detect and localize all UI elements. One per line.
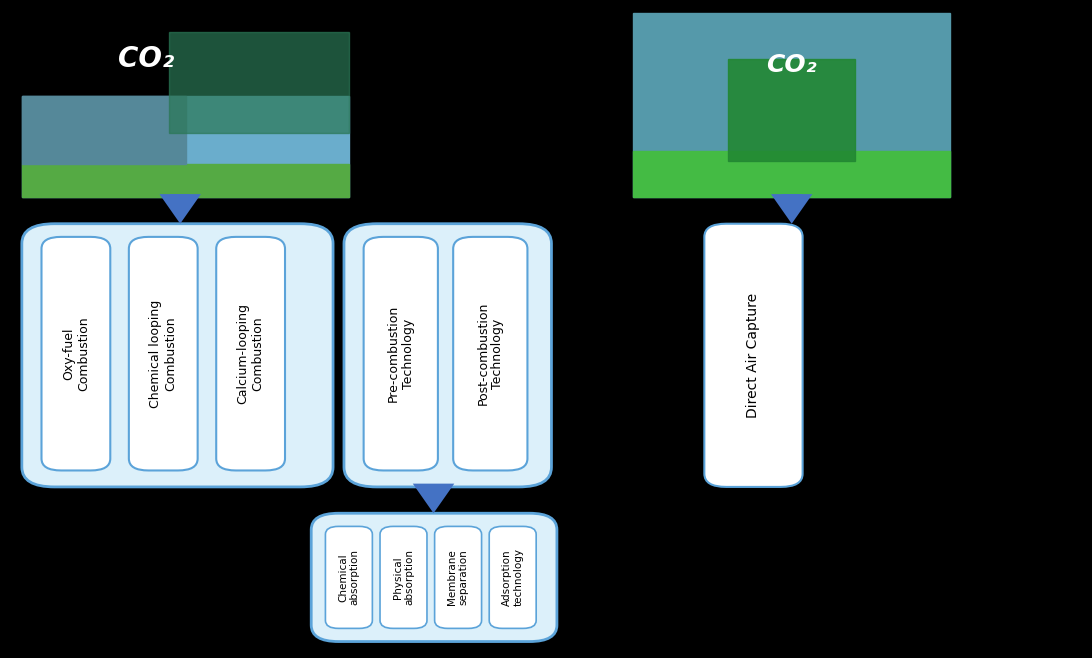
Text: Oxy-fuel
Combustion: Oxy-fuel Combustion: [62, 316, 90, 391]
Bar: [22, 164, 349, 197]
FancyBboxPatch shape: [489, 526, 536, 628]
FancyBboxPatch shape: [22, 224, 333, 487]
Bar: [22, 96, 349, 197]
Text: Chemical looping
Combustion: Chemical looping Combustion: [150, 299, 177, 408]
Text: Pre-combustion
Technology: Pre-combustion Technology: [387, 305, 415, 402]
FancyBboxPatch shape: [453, 237, 527, 470]
Text: CO₂: CO₂: [767, 53, 817, 77]
Bar: [728, 59, 855, 161]
Text: Calcium-looping
Combustion: Calcium-looping Combustion: [237, 303, 264, 404]
FancyBboxPatch shape: [380, 526, 427, 628]
FancyBboxPatch shape: [344, 224, 551, 487]
Text: Direct Air Capture: Direct Air Capture: [747, 293, 760, 418]
Bar: [22, 96, 186, 164]
Polygon shape: [782, 194, 802, 197]
Text: CO₂: CO₂: [118, 45, 175, 73]
Polygon shape: [771, 194, 812, 224]
FancyBboxPatch shape: [311, 513, 557, 642]
FancyBboxPatch shape: [216, 237, 285, 470]
Text: Physical
absorption: Physical absorption: [393, 549, 414, 605]
Text: Membrane
separation: Membrane separation: [448, 549, 468, 605]
Text: Post-combustion
Technology: Post-combustion Technology: [476, 302, 505, 405]
Text: Chemical
absorption: Chemical absorption: [339, 549, 359, 605]
Polygon shape: [159, 194, 201, 224]
FancyBboxPatch shape: [704, 224, 803, 487]
FancyBboxPatch shape: [41, 237, 110, 470]
Polygon shape: [424, 484, 443, 487]
FancyBboxPatch shape: [364, 237, 438, 470]
Bar: [169, 32, 349, 133]
FancyBboxPatch shape: [129, 237, 198, 470]
Text: Adsorption
technology: Adsorption technology: [502, 548, 523, 607]
FancyBboxPatch shape: [325, 526, 372, 628]
Bar: [633, 151, 950, 197]
Bar: [633, 13, 950, 197]
FancyBboxPatch shape: [435, 526, 482, 628]
Polygon shape: [413, 484, 454, 513]
Polygon shape: [170, 194, 190, 197]
